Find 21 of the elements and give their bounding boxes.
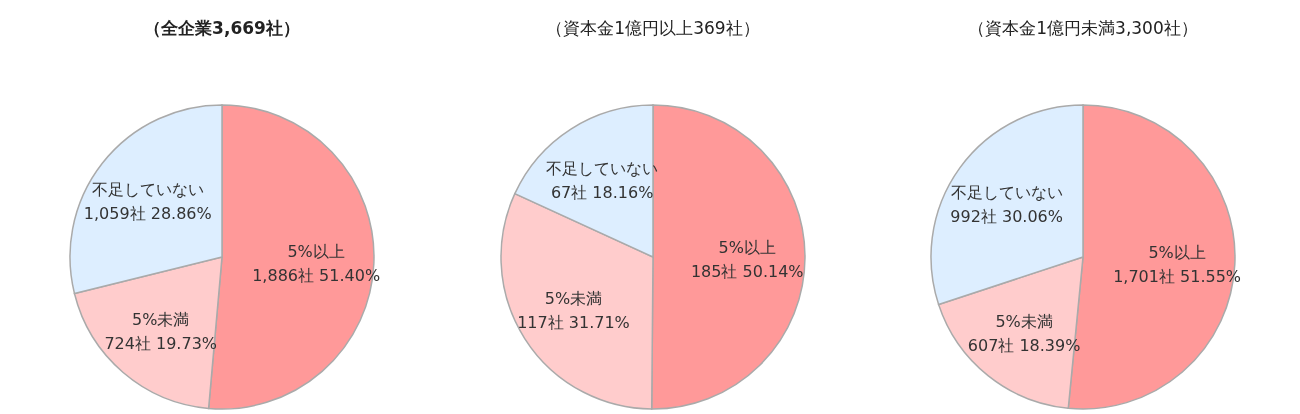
slice-label: 5%未満 <box>544 288 603 308</box>
chart-title: （資本金1億円以上369社） <box>546 18 760 38</box>
data-label: 67社 18.16% <box>550 182 654 202</box>
data-label: 185社 50.14% <box>690 262 804 282</box>
slice-label: 5%以上 <box>718 238 776 258</box>
slice-label: 5%未満 <box>132 309 190 329</box>
data-label: 117社 31.71% <box>517 312 630 332</box>
chart-title: （全企業3,669社） <box>144 18 300 38</box>
slice-label: 5%以上 <box>287 242 345 262</box>
slice-label: 5%以上 <box>1148 242 1206 262</box>
data-label: 1,886社 51.40% <box>252 266 381 286</box>
slice-label: 不足していない <box>546 158 659 178</box>
data-label: 1,059社 28.86% <box>83 203 212 223</box>
slice-label: 不足していない <box>950 182 1063 202</box>
slice-label: 5%未満 <box>995 311 1053 331</box>
data-label: 607社 18.39% <box>967 335 1081 355</box>
data-label: 1,701社 51.55% <box>1113 266 1242 286</box>
data-label: 992社 30.06% <box>950 206 1063 226</box>
data-label: 724社 19.73% <box>104 333 218 353</box>
slice-label: 不足していない <box>91 179 204 199</box>
chart-title: （資本金1億円未満3,300社） <box>968 18 1198 38</box>
